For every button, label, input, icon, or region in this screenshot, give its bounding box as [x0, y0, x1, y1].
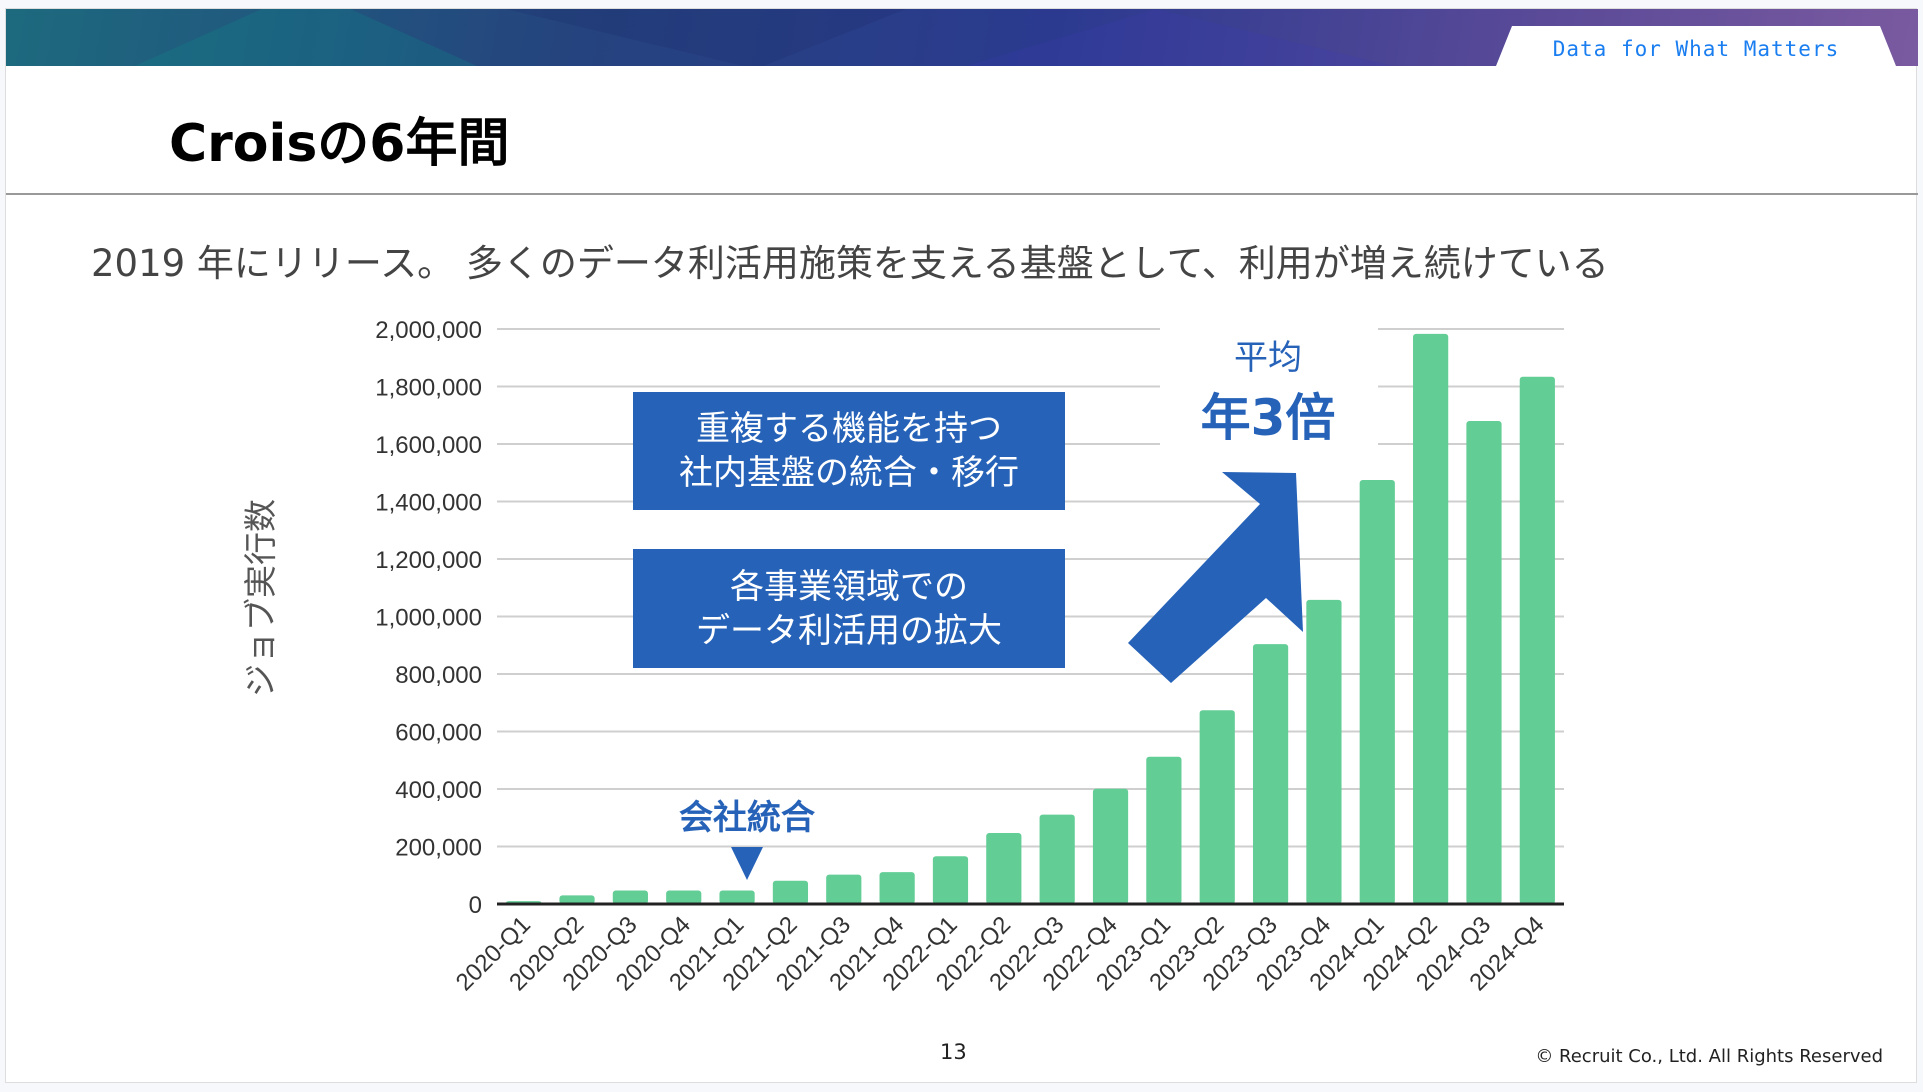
bar: [1199, 710, 1235, 904]
bar: [932, 856, 969, 904]
bar: [1413, 333, 1449, 904]
box-line: データ利活用の拡大: [696, 610, 1002, 651]
merger-marker-icon: [731, 847, 763, 880]
bar: [879, 872, 915, 904]
bar: [772, 880, 809, 904]
bar: [1092, 788, 1129, 904]
average-label: 平均: [1234, 338, 1302, 378]
bar: [666, 890, 702, 904]
y-tick-label: 1,400,000: [375, 490, 482, 517]
y-tick-label: 400,000: [395, 777, 482, 804]
tagline: Data for What Matters: [1496, 26, 1896, 66]
bar: [1039, 814, 1075, 904]
page-number: 13: [940, 1040, 967, 1064]
y-tick-label: 1,200,000: [375, 547, 482, 574]
box-line: 重複する機能を持つ: [696, 409, 1002, 449]
average-value: 年3倍: [1200, 389, 1336, 447]
bar: [1306, 599, 1342, 904]
subtitle: 2019 年にリリース。 多くのデータ利活用施策を支える基盤として、利用が増え続…: [91, 242, 1609, 285]
y-tick-label: 0: [469, 892, 482, 919]
y-axis-title: ジョブ実行数: [241, 499, 280, 697]
bar: [1519, 376, 1555, 905]
bar: [1146, 756, 1182, 904]
y-tick-label: 800,000: [395, 662, 482, 689]
annotation-box-consolidation: 重複する機能を持つ 社内基盤の統合・移行: [633, 392, 1065, 510]
y-tick-label: 1,000,000: [375, 605, 482, 632]
y-tick-label: 1,600,000: [375, 432, 482, 459]
divider: [6, 193, 1918, 195]
bar: [986, 832, 1022, 904]
box-line: 各事業領域での: [730, 566, 968, 607]
growth-arrow-icon: [1128, 472, 1303, 683]
y-tick-label: 2,000,000: [375, 317, 482, 344]
bar: [1466, 421, 1502, 904]
bar: [1252, 644, 1289, 904]
bar: [826, 874, 862, 904]
bar: [559, 895, 595, 904]
bar: [612, 890, 648, 904]
bar: [1359, 479, 1395, 904]
y-tick-label: 1,800,000: [375, 375, 482, 402]
label-background: [1160, 318, 1378, 446]
merger-label: 会社統合: [679, 798, 815, 838]
y-tick-label: 200,000: [395, 835, 482, 862]
annotation-box-expansion: 各事業領域での データ利活用の拡大: [633, 549, 1065, 668]
page-title: Croisの6年間: [169, 114, 510, 174]
bar: [719, 890, 755, 904]
y-tick-label: 600,000: [395, 720, 482, 747]
copyright: © Recruit Co., Ltd. All Rights Reserved: [1535, 1046, 1883, 1067]
box-line: 社内基盤の統合・移行: [679, 453, 1019, 493]
header-banner: Data for What Matters: [6, 9, 1918, 66]
